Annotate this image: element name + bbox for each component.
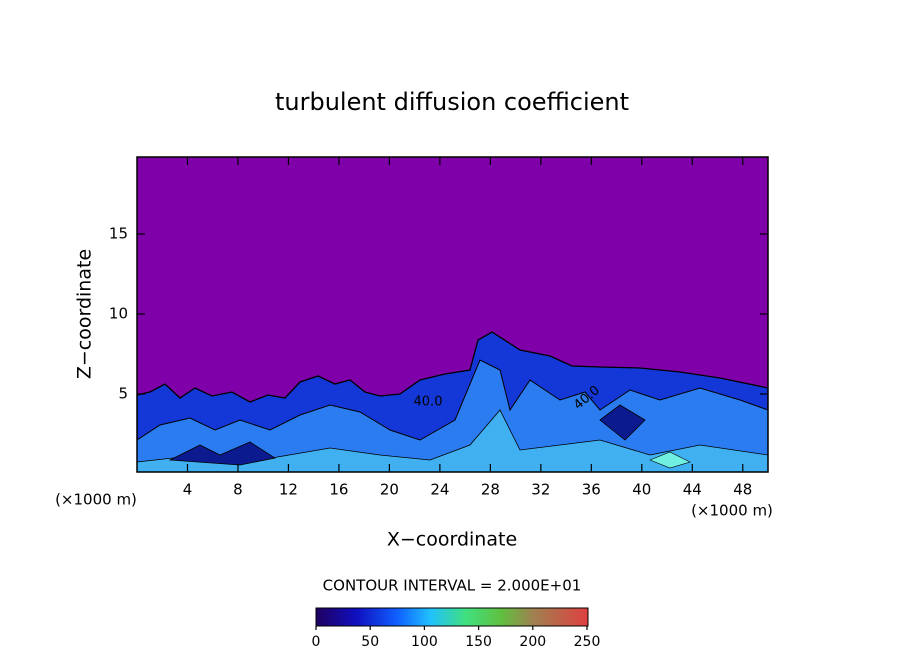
y-tick-label: 15 [109,225,128,243]
x-tick-label: 12 [279,481,298,499]
colorbar-tick-label: 0 [312,634,321,650]
field-region [649,451,691,469]
x-tick-label: 40 [632,481,651,499]
contour-interval: CONTOUR INTERVAL = 2.000E+01 [323,577,582,595]
x-tick-label: 4 [183,481,193,499]
x-tick-label: 44 [683,481,702,499]
y-tick-label: 10 [109,305,128,323]
y-axis-label: Z−coordinate [74,249,96,379]
field-region [168,441,277,466]
axis-unit-label: (×1000 m) [55,491,137,509]
field-region [137,409,768,472]
x-tick-label: 48 [733,481,752,499]
x-axis-label: X−coordinate [387,529,517,551]
field [137,331,768,472]
x-tick-label: 16 [329,481,348,499]
colorbar-tick-label: 150 [465,634,492,650]
field-region [599,404,646,441]
contour-label: 40.0 [414,395,443,410]
colorbar [315,607,589,627]
x-tick-label: 8 [233,481,243,499]
colorbar-tick-label: 100 [411,634,438,650]
axis-unit-label: (×1000 m) [691,502,773,520]
y-tick-label: 5 [118,385,128,403]
x-tick-label: 20 [380,481,399,499]
x-tick-label: 36 [582,481,601,499]
chart-title: turbulent diffusion coefficient [275,88,629,116]
x-tick-label: 24 [430,481,449,499]
colorbar-tick-label: 200 [519,634,546,650]
colorbar-tick-label: 250 [574,634,601,650]
colorbar-tick-label: 50 [361,634,379,650]
x-tick-label: 32 [531,481,550,499]
x-tick-label: 28 [481,481,500,499]
